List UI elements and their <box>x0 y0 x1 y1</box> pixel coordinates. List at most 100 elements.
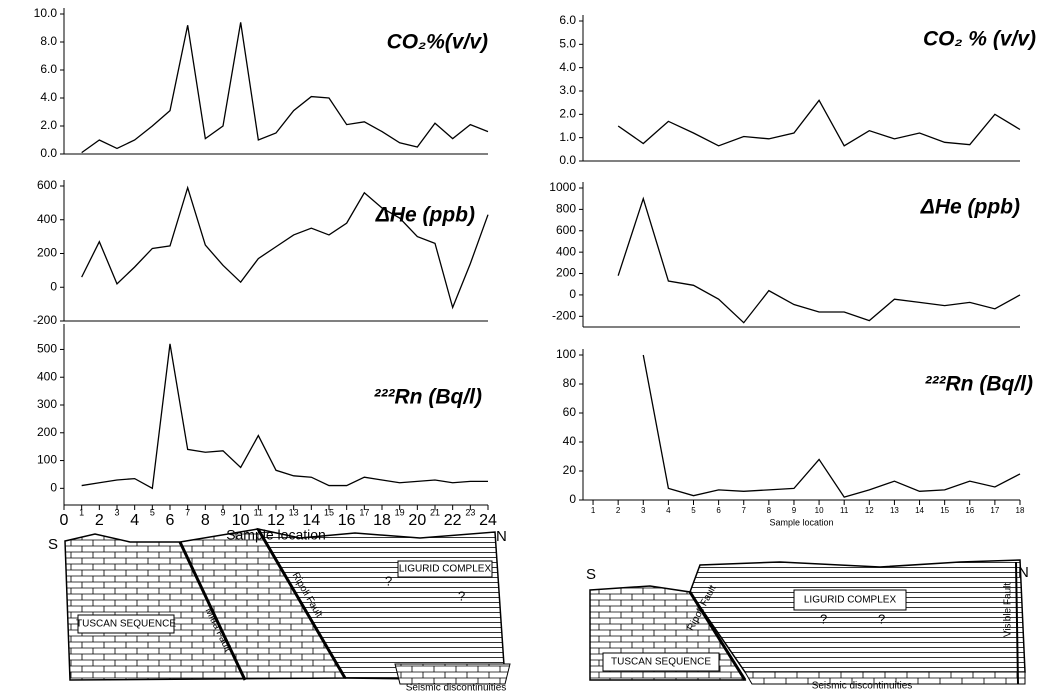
data-line <box>617 99 1021 147</box>
x-tick-label: 10 <box>232 512 250 529</box>
section-label: ? <box>385 573 392 588</box>
y-tick-label: 60 <box>563 405 577 419</box>
x-tick-label: 16 <box>965 506 974 515</box>
y-tick-label: 6.0 <box>40 62 57 76</box>
x-tick-label: 14 <box>302 512 320 529</box>
x-tick-label: 14 <box>915 506 924 515</box>
x-tick-label: 5 <box>691 506 696 515</box>
y-tick-label: 20 <box>563 463 577 477</box>
x-tick-label: 3 <box>641 506 646 515</box>
y-tick-label: 200 <box>37 425 57 439</box>
y-tick-label: 400 <box>37 369 57 383</box>
section-label: ? <box>878 611 885 626</box>
y-tick-label: 80 <box>563 376 577 390</box>
chart-title: ²²²Rn (Bq/l) <box>925 373 1033 396</box>
y-tick-label: 800 <box>556 202 576 216</box>
x-tick-label: 5 <box>150 507 155 517</box>
chart-title: ΔHe (ppb) <box>375 204 475 227</box>
y-tick-label: 10.0 <box>34 6 58 20</box>
section-label: LIGURID COMPLEX <box>399 564 492 575</box>
x-tick-label: 10 <box>815 506 824 515</box>
x-tick-label: 8 <box>767 506 772 515</box>
y-tick-label: 0.0 <box>40 146 57 160</box>
y-tick-label: 40 <box>563 434 577 448</box>
x-tick-label: 8 <box>201 512 210 529</box>
section-label: S <box>586 566 596 583</box>
section-label: ? <box>820 611 827 626</box>
section-label: S <box>48 536 58 553</box>
x-tick-label: 1 <box>591 506 596 515</box>
x-tick-label: 1 <box>79 507 84 517</box>
x-tick-label: 17 <box>359 507 369 517</box>
x-tick-label: 17 <box>990 506 999 515</box>
x-tick-label: 6 <box>716 506 721 515</box>
x-tick-label: 4 <box>130 512 139 529</box>
y-tick-label: 0 <box>569 492 576 506</box>
x-tick-label: 15 <box>940 506 949 515</box>
x-tick-label: 12 <box>267 512 285 529</box>
y-tick-label: 400 <box>37 212 57 226</box>
chart: -200 0 200 400 600 ΔHe (ppb) <box>33 178 489 327</box>
x-tick-label: 9 <box>792 506 797 515</box>
x-tick-label: 7 <box>742 506 747 515</box>
chart-title: CO₂%(v/v) <box>387 31 488 54</box>
y-tick-label: 300 <box>37 397 57 411</box>
y-tick-label: 4.0 <box>40 90 57 104</box>
cross-section-left: S N TUSCAN SEQUENCE LIGURID COMPLEX Mitr… <box>48 527 511 694</box>
x-tick-label: 11 <box>254 507 263 517</box>
y-tick-label: 100 <box>556 347 576 361</box>
x-tick-label: 13 <box>289 507 299 517</box>
data-line <box>642 354 1021 498</box>
x-tick-label: 4 <box>666 506 671 515</box>
y-tick-label: -200 <box>33 313 57 327</box>
y-tick-label: 2.0 <box>40 118 57 132</box>
y-tick-label: 500 <box>37 342 57 356</box>
section-label: N <box>1018 564 1029 581</box>
section-label: Seismic discontinuities <box>406 683 507 694</box>
y-tick-label: 4.0 <box>559 60 576 74</box>
x-tick-label: 9 <box>220 507 225 517</box>
x-tick-label: 24 <box>479 512 497 529</box>
section-label: N <box>496 528 507 545</box>
section-label: TUSCAN SEQUENCE <box>611 657 711 668</box>
x-tick-label: 19 <box>395 507 405 517</box>
y-tick-label: 5.0 <box>559 37 576 51</box>
y-tick-label: 1000 <box>549 180 576 194</box>
y-tick-label: 3.0 <box>559 83 576 97</box>
chart-title: CO₂ % (v/v) <box>923 28 1036 51</box>
x-tick-label: 23 <box>465 507 475 517</box>
y-tick-label: 200 <box>556 266 576 280</box>
x-tick-label: 2 <box>616 506 621 515</box>
chart-title: ΔHe (ppb) <box>920 196 1020 219</box>
chart-title: ²²²Rn (Bq/l) <box>374 386 482 409</box>
x-axis-label: Sample location <box>769 517 833 527</box>
y-tick-label: 6.0 <box>559 13 576 27</box>
y-tick-label: 0 <box>569 287 576 301</box>
section-label: Visible Fault <box>1003 583 1014 638</box>
x-tick-label: 11 <box>840 506 849 515</box>
data-line <box>81 343 488 490</box>
y-tick-label: 8.0 <box>40 34 57 48</box>
x-tick-label: 18 <box>373 512 391 529</box>
x-tick-label: 21 <box>430 507 440 517</box>
y-tick-label: 600 <box>37 178 57 192</box>
x-tick-label: 0 <box>60 512 69 529</box>
y-tick-label: 2.0 <box>559 107 576 121</box>
data-line <box>617 196 1021 324</box>
y-tick-label: 400 <box>556 244 576 258</box>
data-line <box>81 185 489 310</box>
y-tick-label: 1.0 <box>559 130 576 144</box>
y-tick-label: 0 <box>50 279 57 293</box>
x-tick-label: 6 <box>166 512 175 529</box>
chart: -200 0 200 400 600 800 1000 ΔHe (ppb) <box>549 180 1021 328</box>
y-tick-label: 0.0 <box>559 153 576 167</box>
y-tick-label: 200 <box>37 246 57 260</box>
x-tick-label: 22 <box>444 512 462 529</box>
x-tick-label: 12 <box>865 506 874 515</box>
y-tick-label: 600 <box>556 223 576 237</box>
x-axis-label: Sample location <box>226 527 326 543</box>
x-tick-label: 16 <box>338 512 356 529</box>
